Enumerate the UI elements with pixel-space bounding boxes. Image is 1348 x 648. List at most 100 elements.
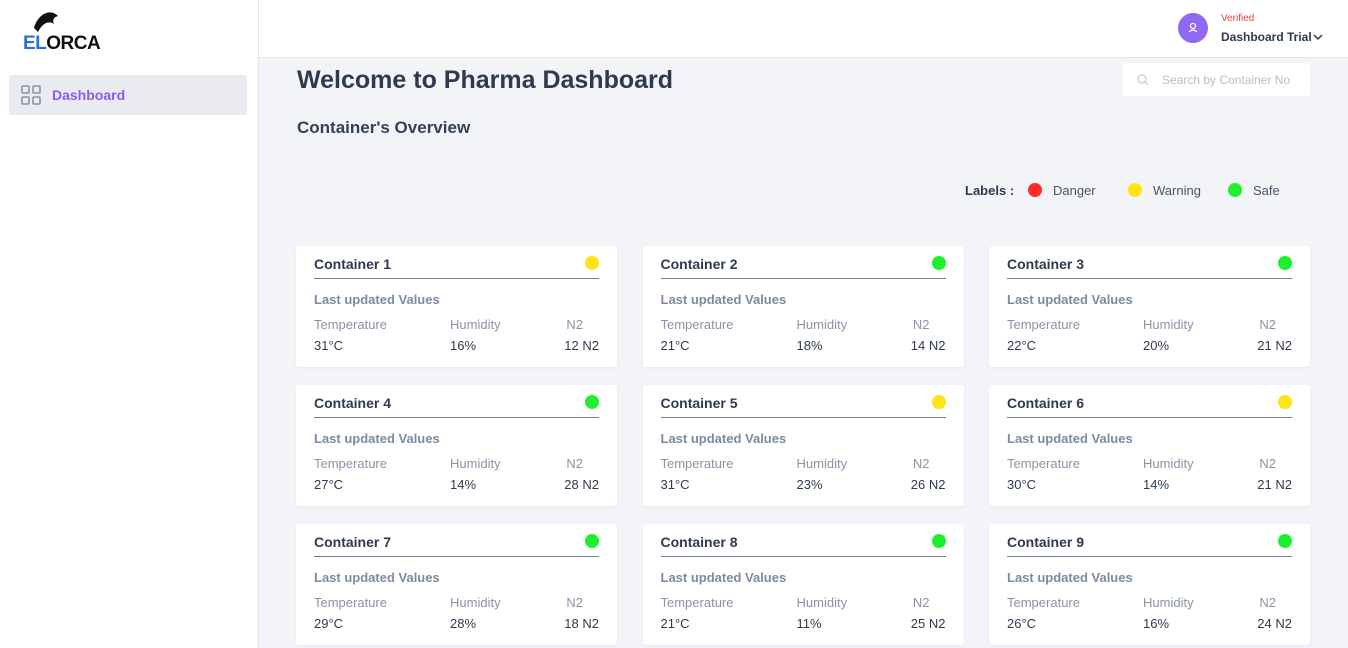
column-label: Temperature bbox=[314, 456, 387, 471]
container-card: Container 5 Last updated Values Temperatur… bbox=[642, 385, 964, 506]
avatar[interactable] bbox=[1178, 13, 1208, 43]
user-status: Verified bbox=[1221, 13, 1255, 24]
section-label: Last updated Values bbox=[314, 431, 440, 446]
column-label: Temperature bbox=[660, 456, 734, 471]
column-label: N2 bbox=[1259, 456, 1276, 471]
dropdown-caret[interactable] bbox=[1313, 33, 1323, 41]
column-label: Humidity bbox=[450, 456, 501, 471]
column-value: 21°C bbox=[660, 616, 690, 631]
status-dot bbox=[931, 534, 946, 548]
divider bbox=[314, 278, 599, 279]
column-label: N2 bbox=[1259, 595, 1276, 610]
section-label: Last updated Values bbox=[314, 292, 440, 307]
column-label: Humidity bbox=[1143, 595, 1194, 610]
legend-label: Danger bbox=[1053, 183, 1096, 198]
divider bbox=[1007, 278, 1292, 279]
divider bbox=[660, 417, 946, 418]
container-card: Container 8 Last updated Values Temperatur… bbox=[642, 524, 964, 645]
logo-icon bbox=[34, 12, 58, 32]
column-label: N2 bbox=[566, 456, 583, 471]
search-box[interactable]: Search by Container No bbox=[1123, 63, 1310, 96]
page-title: Welcome to Pharma Dashboard bbox=[297, 66, 674, 94]
container-card: Container 2 Last updated Values Temperatur… bbox=[642, 246, 964, 367]
column-label: N2 bbox=[912, 595, 930, 610]
container-card: Container 4 Last updated Values Temperatur… bbox=[296, 385, 617, 506]
container-card: Container 3 Last updated Values Temperatur… bbox=[989, 246, 1310, 367]
column-value: 12 N2 bbox=[564, 338, 599, 353]
column-label: Humidity bbox=[450, 317, 501, 332]
container-card: Container 7 Last updated Values Temperatur… bbox=[296, 524, 617, 645]
column-value: 30°C bbox=[1007, 477, 1037, 492]
column-value: 28% bbox=[450, 616, 477, 631]
nav-icon bbox=[21, 85, 41, 105]
column-label: Temperature bbox=[660, 317, 734, 332]
legend-swatch bbox=[1028, 183, 1042, 197]
column-value: 23% bbox=[796, 477, 823, 492]
legend-swatch bbox=[1228, 183, 1242, 197]
status-dot bbox=[1278, 395, 1292, 409]
status-dot bbox=[931, 256, 946, 270]
column-label: Humidity bbox=[1143, 317, 1194, 332]
container-name: Container 7 bbox=[314, 534, 392, 550]
nav-label: Dashboard bbox=[52, 87, 126, 103]
status-dot bbox=[585, 395, 599, 409]
divider bbox=[660, 278, 946, 279]
column-label: Humidity bbox=[1143, 456, 1194, 471]
column-value: 11% bbox=[796, 616, 822, 631]
section-label: Last updated Values bbox=[1007, 431, 1133, 446]
section-label: Last updated Values bbox=[660, 570, 787, 585]
legend-swatch bbox=[1128, 183, 1142, 197]
column-label: N2 bbox=[566, 595, 583, 610]
logo-part: ORCA bbox=[46, 33, 101, 54]
status-dot bbox=[585, 534, 599, 548]
divider bbox=[1007, 556, 1292, 557]
column-label: N2 bbox=[912, 456, 930, 471]
column-label: Temperature bbox=[314, 317, 387, 332]
divider bbox=[314, 556, 599, 557]
divider bbox=[660, 556, 946, 557]
section-label: Last updated Values bbox=[1007, 292, 1133, 307]
column-value: 18 N2 bbox=[564, 616, 599, 631]
column-value: 14% bbox=[450, 477, 477, 492]
container-name: Container 1 bbox=[314, 256, 392, 272]
container-name: Container 2 bbox=[660, 256, 738, 272]
column-value: 27°C bbox=[314, 477, 344, 492]
status-dot bbox=[931, 395, 946, 409]
column-label: Humidity bbox=[450, 595, 501, 610]
nav-item[interactable]: Dashboard bbox=[9, 75, 247, 115]
column-value: 24 N2 bbox=[1257, 616, 1292, 631]
column-value: 14 N2 bbox=[910, 338, 946, 353]
column-value: 26 N2 bbox=[910, 477, 946, 492]
column-value: 21°C bbox=[660, 338, 690, 353]
section-label: Last updated Values bbox=[660, 431, 787, 446]
search-icon bbox=[1137, 74, 1149, 86]
column-value: 16% bbox=[450, 338, 477, 353]
status-dot bbox=[1278, 256, 1292, 270]
column-label: N2 bbox=[912, 317, 930, 332]
legend-label: Safe bbox=[1253, 183, 1280, 198]
column-value: 14% bbox=[1143, 477, 1170, 492]
sidebar: ELORCA Dashboard bbox=[0, 0, 259, 648]
container-name: Container 9 bbox=[1007, 534, 1085, 550]
column-label: N2 bbox=[1259, 317, 1276, 332]
column-label: Temperature bbox=[1007, 456, 1080, 471]
column-value: 16% bbox=[1143, 616, 1170, 631]
column-value: 31°C bbox=[314, 338, 344, 353]
container-name: Container 6 bbox=[1007, 395, 1085, 411]
container-name: Container 5 bbox=[660, 395, 738, 411]
column-value: 26°C bbox=[1007, 616, 1037, 631]
column-label: Temperature bbox=[314, 595, 387, 610]
container-card: Container 1 Last updated Values Temperatur… bbox=[296, 246, 617, 367]
section-label: Last updated Values bbox=[314, 570, 440, 585]
container-card: Container 6 Last updated Values Temperatur… bbox=[989, 385, 1310, 506]
column-value: 21 N2 bbox=[1257, 338, 1292, 353]
column-value: 20% bbox=[1143, 338, 1170, 353]
column-label: Humidity bbox=[796, 317, 848, 332]
column-value: 28 N2 bbox=[564, 477, 599, 492]
user-name[interactable]: Dashboard Trial bbox=[1221, 30, 1312, 44]
container-name: Container 3 bbox=[1007, 256, 1085, 272]
column-label: Temperature bbox=[1007, 595, 1080, 610]
column-label: Humidity bbox=[796, 456, 848, 471]
section-title: Container's Overview bbox=[297, 118, 471, 137]
